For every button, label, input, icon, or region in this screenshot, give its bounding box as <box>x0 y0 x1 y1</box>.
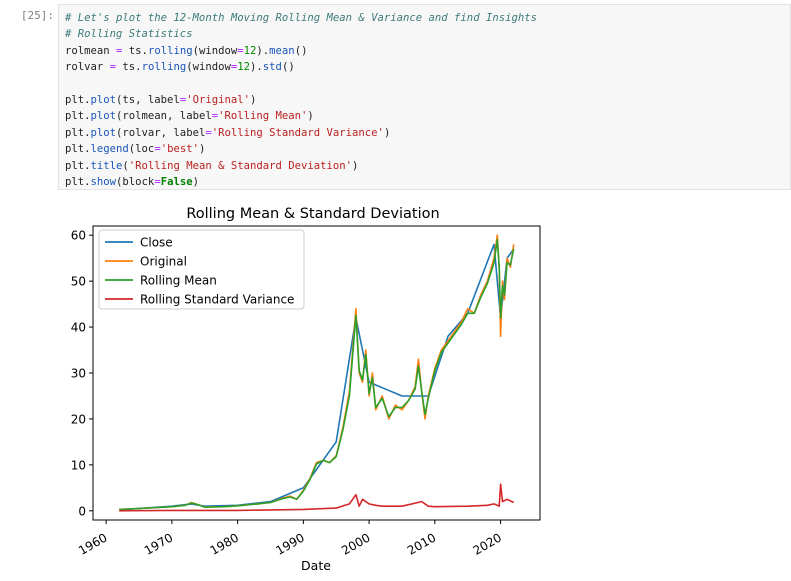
code-token: 12 <box>237 61 251 74</box>
code-token: 'Rolling Mean' <box>218 110 308 123</box>
x-tick-label: 1980 <box>208 530 241 557</box>
cell-prompt: [25]: <box>20 9 54 22</box>
legend-label: Rolling Mean <box>140 274 217 288</box>
code-token: 12 <box>243 44 257 57</box>
code-token: (loc <box>128 143 155 156</box>
code-editor[interactable]: # Let's plot the 12-Month Moving Rolling… <box>65 10 537 190</box>
code-line: plt.plot(ts, label='Original') <box>65 92 537 108</box>
code-token: (window <box>192 44 238 57</box>
code-token: False <box>160 176 193 189</box>
code-token: # Let's plot the 12-Month Moving Rolling… <box>65 12 537 24</box>
code-cell[interactable]: # Let's plot the 12-Month Moving Rolling… <box>58 4 791 190</box>
x-tick-label: 1970 <box>142 530 175 557</box>
y-tick-label: 10 <box>71 458 86 472</box>
x-axis-label: Date <box>301 558 331 573</box>
code-token: plot <box>90 94 117 107</box>
code-line: plt.plot(rolmean, label='Rolling Mean') <box>65 108 537 124</box>
y-tick-label: 0 <box>78 504 86 518</box>
legend: Close Original Rolling Mean Rolling Standar… <box>98 229 305 310</box>
code-token: ). <box>250 61 263 74</box>
code-token: = <box>230 61 238 74</box>
series-line-rolling-mean <box>119 239 515 511</box>
code-line: plt.legend(loc='best') <box>65 141 537 157</box>
code-token: ). <box>256 44 270 57</box>
code-token: ) <box>192 176 199 189</box>
code-token: ) <box>249 94 257 107</box>
code-line: rolmean = ts.rolling(window=12).mean() <box>65 43 537 59</box>
series-layer <box>119 234 515 512</box>
code-token: ts. <box>122 44 148 57</box>
code-token: = <box>237 44 244 57</box>
code-token: = <box>154 176 161 189</box>
code-token: rolling <box>141 61 187 74</box>
y-tick-label: 20 <box>71 412 86 426</box>
legend-label: Close <box>140 236 173 250</box>
code-token: (window <box>186 61 231 74</box>
code-token: ( <box>122 159 129 172</box>
code-token: show <box>90 176 117 189</box>
code-token: = <box>109 61 117 74</box>
code-token: plot <box>90 110 117 123</box>
code-token: ts. <box>116 61 142 74</box>
code-token: # Rolling Statistics <box>65 28 193 41</box>
code-token: (block <box>116 176 155 189</box>
code-token: plt. <box>65 94 91 107</box>
code-line: plt.title('Rolling Mean & Standard Devia… <box>65 158 537 174</box>
x-tick-label: 2010 <box>405 530 438 557</box>
legend-box <box>98 229 305 310</box>
code-token: (rolmean, label <box>116 110 212 123</box>
code-token: mean <box>269 44 295 57</box>
code-token: plt. <box>65 143 91 156</box>
legend-label: Rolling Standard Variance <box>140 293 294 307</box>
code-token: = <box>211 110 219 123</box>
code-token: (ts, label <box>116 94 180 107</box>
code-token: ) <box>383 126 391 139</box>
code-token: ) <box>198 143 206 156</box>
code-token: rolling <box>147 44 193 57</box>
code-token: rolvar <box>65 61 110 74</box>
y-tick-label: 40 <box>71 321 86 335</box>
series-line-rolling-standard-variance <box>119 483 515 512</box>
code-token: = <box>205 126 212 139</box>
code-token: = <box>154 143 161 156</box>
code-token: () <box>294 44 308 57</box>
code-token: title <box>90 159 123 172</box>
code-line: plt.plot(rolvar, label='Rolling Standard… <box>65 125 537 141</box>
code-token: plt. <box>65 159 91 172</box>
code-token: std <box>262 61 282 74</box>
code-token: ) <box>352 159 359 172</box>
y-tick-label: 50 <box>71 275 86 289</box>
code-line: # Rolling Statistics <box>65 26 537 42</box>
legend-label: Original <box>140 255 187 269</box>
code-token: rolmean <box>65 44 117 57</box>
x-tick-label: 1960 <box>76 530 109 557</box>
code-token: plt. <box>65 176 91 189</box>
code-token: plt. <box>65 110 91 123</box>
chart-title: Rolling Mean & Standard Deviation <box>186 206 439 222</box>
code-token: = <box>116 44 123 57</box>
code-token: (rolvar, label <box>116 126 206 139</box>
y-tick-label: 60 <box>71 229 86 243</box>
x-tick-label: 2000 <box>339 530 372 557</box>
code-token: = <box>179 94 187 107</box>
code-token: plot <box>90 126 117 139</box>
code-token: plt. <box>65 126 91 139</box>
code-line: # Let's plot the 12-Month Moving Rolling… <box>65 10 537 26</box>
code-token: 'Rolling Mean & Standard Deviation' <box>128 159 353 172</box>
code-token: 'Original' <box>186 94 250 107</box>
code-token: () <box>281 61 295 74</box>
code-token: 'best' <box>160 143 199 156</box>
y-tick-label: 30 <box>71 367 86 381</box>
x-tick-label: 2020 <box>471 530 504 557</box>
code-token: legend <box>90 143 129 156</box>
code-token: ) <box>307 110 314 123</box>
code-line: plt.show(block=False) <box>65 174 537 190</box>
x-tick-label: 1990 <box>273 530 306 557</box>
code-line: rolvar = ts.rolling(window=12).std() <box>65 59 537 75</box>
code-token: 'Rolling Standard Variance' <box>211 126 384 139</box>
